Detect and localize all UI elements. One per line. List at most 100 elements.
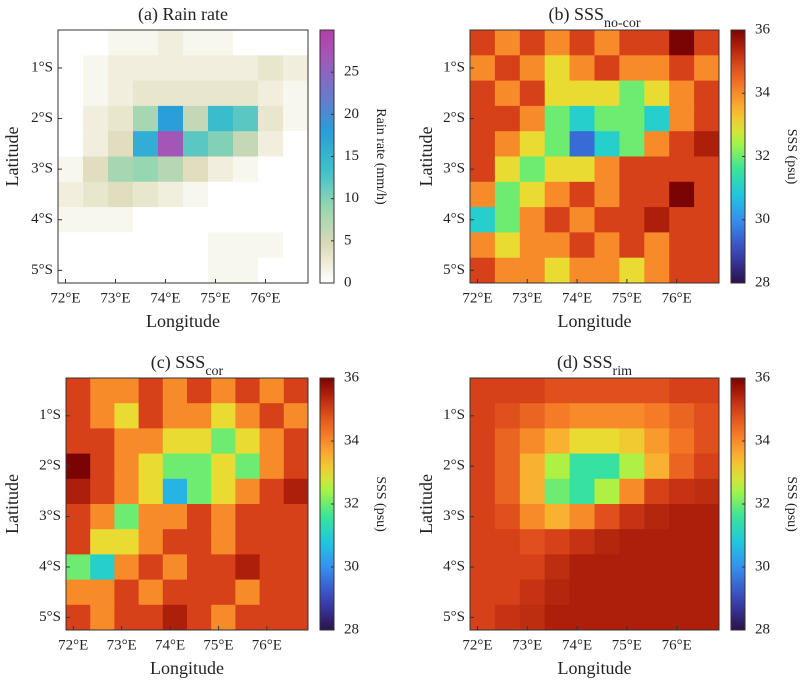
heatmap-cell <box>569 604 595 631</box>
heatmap-cell <box>66 504 91 530</box>
heatmap-cell <box>108 80 134 107</box>
heatmap-cell <box>108 30 134 56</box>
heatmap-cell <box>133 131 159 157</box>
heatmap-cell <box>58 156 84 183</box>
heatmap-cell <box>58 55 84 82</box>
heatmap-cell <box>187 554 212 581</box>
chart-title: (a) Rain rate <box>138 4 228 25</box>
heatmap-cell <box>90 554 115 581</box>
heatmap-cell <box>619 30 645 56</box>
heatmap-cell <box>235 529 261 555</box>
heatmap-cell <box>133 105 159 132</box>
heatmap-cell <box>519 30 546 56</box>
colorbar-tick-label: 36 <box>755 21 771 37</box>
heatmap-cell <box>494 504 521 530</box>
heatmap-cell <box>669 30 695 56</box>
y-axis-label: Latitude <box>416 474 436 534</box>
heatmap-cell <box>594 378 620 404</box>
panel: 72°E 73°E 74°E 75°E 76°E 1°S 2°S 3°S 4°S 5°S Longi… <box>2 352 388 678</box>
heatmap-cell <box>594 105 620 132</box>
heatmap-cell <box>494 579 521 606</box>
heatmap-cell <box>569 131 595 157</box>
colorbar-tick-label: 32 <box>755 148 770 164</box>
heatmap-cell <box>669 579 695 606</box>
heatmap-cell <box>108 232 134 259</box>
heatmap-cell <box>211 579 236 606</box>
heatmap-cell <box>90 604 115 631</box>
heatmap-cell <box>283 207 309 233</box>
heatmap-cell <box>211 529 236 555</box>
heatmap-cell <box>138 604 164 631</box>
heatmap-cell <box>233 105 259 132</box>
heatmap-cell <box>283 105 309 132</box>
heatmap-cell <box>594 30 620 56</box>
heatmap-cell <box>519 604 546 631</box>
heatmap-cell <box>208 207 234 233</box>
x-axis-label: Longitude <box>558 311 632 331</box>
heatmap-cell <box>644 30 670 56</box>
heatmap-cell <box>259 554 285 581</box>
heatmap-cell <box>694 30 720 56</box>
heatmap-cell <box>494 232 521 259</box>
heatmap-cell <box>114 504 140 530</box>
heatmap-cell <box>644 378 670 404</box>
title-main: (d) SSS <box>557 352 613 373</box>
heatmap-cell <box>208 30 234 56</box>
heatmap-cell <box>211 378 236 404</box>
heatmap-cell <box>594 504 620 530</box>
heatmap-cell <box>569 504 595 530</box>
heatmap-cell <box>138 378 164 404</box>
heatmap-cell <box>594 403 620 429</box>
heatmap-cell <box>494 554 521 581</box>
heatmap-cell <box>619 131 645 157</box>
heatmap-cell <box>694 554 720 581</box>
heatmap-cell <box>58 131 84 157</box>
heatmap-cell <box>644 80 670 107</box>
heatmap-cell <box>58 105 84 132</box>
heatmap-cell <box>235 579 261 606</box>
colorbar-tick-label: 25 <box>344 64 359 80</box>
heatmap-cell <box>138 478 164 505</box>
heatmap-cell <box>644 131 670 157</box>
heatmap-cell <box>644 478 670 505</box>
heatmap-cell <box>519 403 546 429</box>
heatmap-cell <box>66 378 91 404</box>
heatmap-cell <box>594 554 620 581</box>
heatmap-cell <box>544 504 571 530</box>
heatmap-cell <box>259 604 285 631</box>
y-tick-label: 1°S <box>31 59 53 75</box>
heatmap-cell <box>470 257 496 284</box>
y-tick-label: 2°S <box>31 110 53 126</box>
heatmap-cell <box>283 529 309 555</box>
heatmap-cell <box>259 378 285 404</box>
heatmap-cell <box>519 378 546 404</box>
heatmap-cell <box>470 105 496 132</box>
heatmap-cell <box>183 207 209 233</box>
heatmap-cell <box>283 131 309 157</box>
heatmap-cell <box>235 554 261 581</box>
heatmap-cell <box>544 207 571 233</box>
heatmap-cell <box>283 30 309 56</box>
heatmap-cell <box>162 504 188 530</box>
y-axis-label: Latitude <box>2 127 22 187</box>
heatmap-cell <box>569 55 595 82</box>
heatmap-cell <box>494 80 521 107</box>
heatmap-cell <box>133 232 159 259</box>
heatmap-cell <box>619 504 645 530</box>
heatmap-cell <box>544 478 571 505</box>
heatmap-cell <box>619 403 645 429</box>
heatmap-cell <box>114 604 140 631</box>
y-tick-label: 4°S <box>443 211 465 227</box>
y-tick-label: 5°S <box>443 609 465 625</box>
x-tick-label: 73°E <box>512 637 542 653</box>
heatmap-cell <box>158 80 184 107</box>
y-tick-label: 1°S <box>443 59 465 75</box>
panel: 72°E 73°E 74°E 75°E 76°E 1°S 2°S 3°S 4°S 5°S Longi… <box>416 4 799 331</box>
heatmap-cell <box>619 604 645 631</box>
colorbar-tick-label: 0 <box>344 274 352 290</box>
heatmap-cell <box>644 55 670 82</box>
heatmap-cell <box>187 579 212 606</box>
heatmap-cell <box>162 579 188 606</box>
heatmap-cell <box>158 30 184 56</box>
